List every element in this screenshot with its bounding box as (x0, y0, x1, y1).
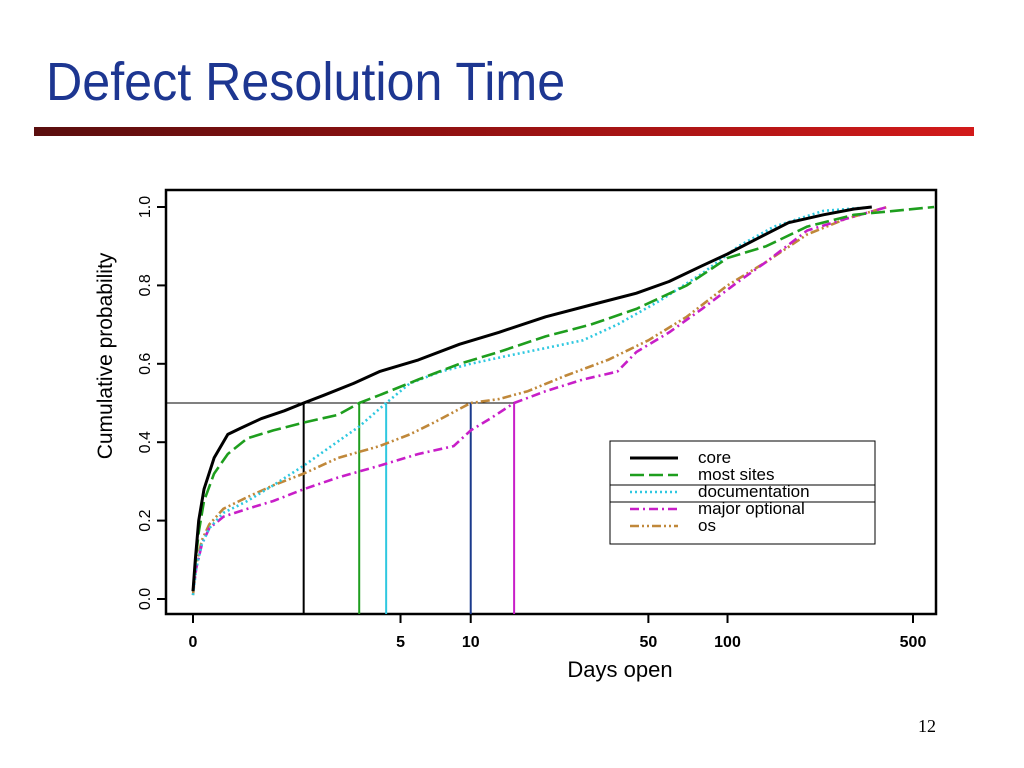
y-tick-label: 0.2 (137, 509, 154, 531)
y-tick-label: 0.4 (137, 431, 154, 453)
x-tick-label: 100 (714, 634, 741, 651)
series-line-most-sites (191, 205, 935, 592)
x-axis: 0 5 10 50 100 500 (189, 614, 927, 651)
y-axis-label: Cumulative probability (94, 252, 117, 459)
y-tick-label: 0.0 (137, 588, 154, 610)
legend-label-most-sites: most sites (698, 465, 775, 484)
legend-label-core: core (698, 448, 731, 467)
legend-label-major-optional: major optional (698, 499, 805, 518)
x-tick-label: 0 (189, 634, 198, 651)
y-tick-label: 1.0 (137, 196, 154, 218)
x-axis-label: Days open (567, 657, 672, 682)
x-tick-label: 500 (900, 634, 927, 651)
y-tick-label: 0.8 (137, 274, 154, 296)
x-tick-label: 5 (396, 634, 405, 651)
page-number: 12 (918, 716, 936, 736)
series-lines (191, 205, 935, 596)
y-tick-label: 0.6 (137, 353, 154, 375)
series-line-major-optional (191, 205, 888, 592)
legend-label-documentation: documentation (698, 482, 810, 501)
x-tick-label: 50 (639, 634, 657, 651)
legend-label-os: os (698, 516, 716, 535)
series-line-documentation (191, 205, 872, 596)
y-axis: 0.0 0.2 0.4 0.6 0.8 1.0 (137, 196, 166, 610)
plot-frame (164, 188, 938, 616)
median-reference-lines (166, 402, 516, 614)
series-line-os (191, 205, 888, 596)
x-tick-label: 10 (462, 634, 480, 651)
series-line-core (191, 205, 872, 592)
title-divider (34, 127, 974, 136)
slide-title: Defect Resolution Time (46, 52, 566, 112)
